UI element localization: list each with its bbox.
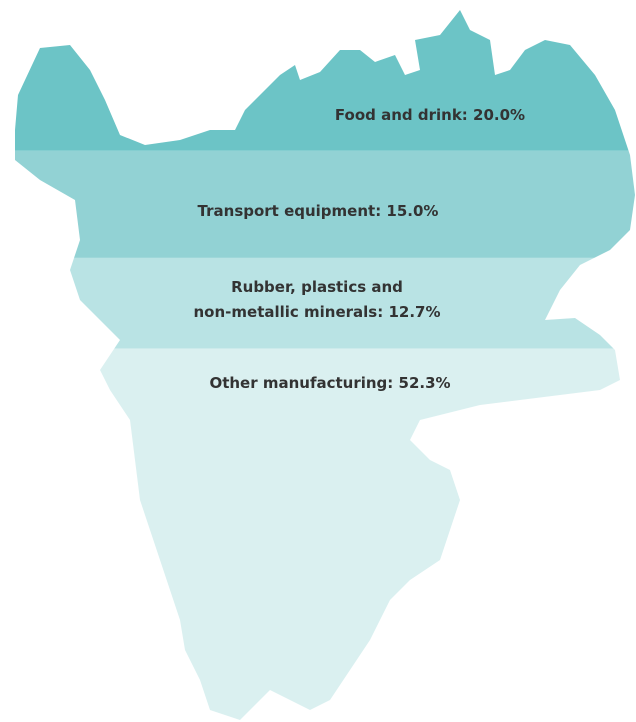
band: [15, 348, 635, 720]
labels: Food and drink: 20.0% Transport equipment…: [194, 106, 526, 392]
band-label: Food and drink: 20.0%: [335, 106, 525, 124]
band-label: Transport equipment: 15.0%: [198, 202, 439, 220]
band: [15, 10, 635, 151]
region-map: [15, 10, 635, 720]
band: [15, 257, 635, 349]
band: [15, 150, 635, 258]
band-label: Rubber, plastics and non-metallic mineral…: [194, 278, 441, 321]
band-label: Other manufacturing: 52.3%: [209, 374, 450, 392]
